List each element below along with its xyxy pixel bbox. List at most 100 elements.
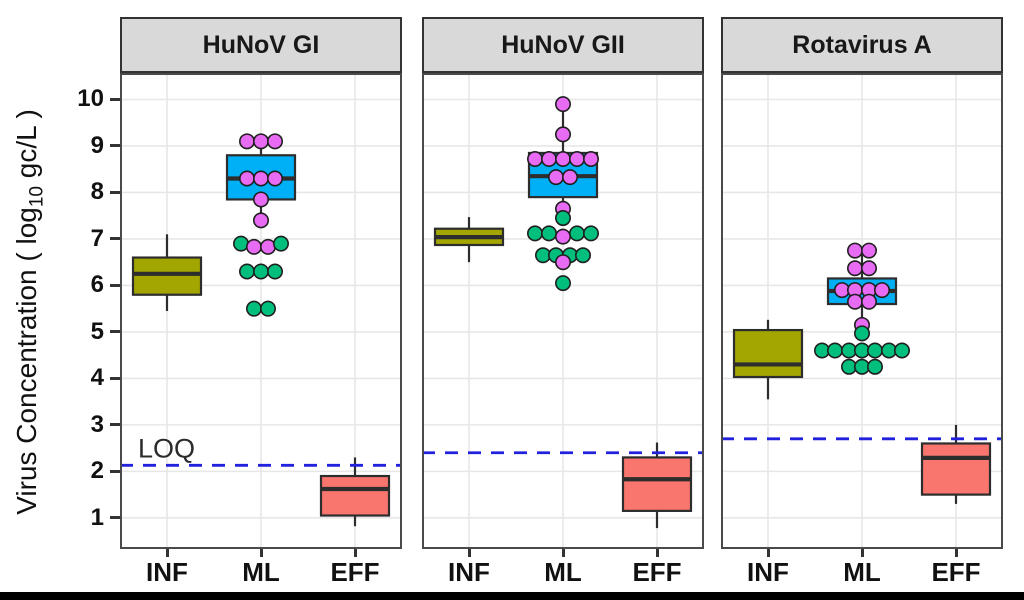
jitter-point-pink	[253, 170, 270, 187]
x-tick-mark	[655, 549, 659, 557]
jitter-point-pink	[861, 260, 878, 277]
jitter-point-green	[894, 342, 911, 359]
jitter-point-green	[233, 235, 250, 252]
x-tick-mark	[467, 549, 471, 557]
y-tick-mark	[110, 376, 120, 380]
y-tick-mark	[110, 330, 120, 334]
jitter-point-green	[239, 263, 256, 280]
jitter-point-green	[260, 300, 277, 317]
facet-title: Rotavirus A	[792, 30, 932, 59]
jitter-point-green	[575, 247, 592, 264]
jitter-point-green	[569, 225, 586, 242]
jitter-point-pink	[569, 150, 586, 167]
jitter-point-pink	[847, 293, 864, 310]
box-eff	[920, 442, 992, 496]
jitter-point-pink	[239, 133, 256, 150]
x-category-label-eff: EFF	[931, 557, 981, 587]
jitter-point-pink	[267, 170, 284, 187]
y-tick-mark	[110, 97, 120, 101]
jitter-point-pink	[861, 242, 878, 259]
y-tick-mark	[110, 283, 120, 287]
x-tick-mark	[165, 549, 169, 557]
jitter-point-pink	[583, 150, 600, 167]
jitter-point-green	[583, 225, 600, 242]
y-tick-mark	[110, 516, 120, 520]
x-category-label-eff: EFF	[632, 557, 682, 587]
x-category-label-inf: INF	[146, 557, 188, 587]
jitter-point-pink	[548, 169, 565, 186]
facet-header: Rotavirus A	[721, 17, 1003, 73]
x-category-label-inf: INF	[747, 557, 789, 587]
box-eff	[621, 456, 693, 512]
y-axis-title-suffix: gc/L )	[11, 109, 42, 186]
y-tick-label: 3	[90, 410, 104, 438]
jitter-point-green	[867, 358, 884, 375]
jitter-point-pink	[267, 133, 284, 150]
facet-hunov-gi: HuNoV GI LOQ	[120, 17, 402, 549]
panel-border	[721, 73, 1003, 549]
jitter-point-pink	[541, 150, 558, 167]
jitter-point-pink	[527, 150, 544, 167]
x-category-label-eff: EFF	[330, 557, 380, 587]
y-tick-label: 10	[77, 85, 104, 113]
y-tick-label: 6	[90, 271, 104, 299]
jitter-point-pink	[555, 228, 572, 245]
y-tick-mark	[110, 190, 120, 194]
x-tick-mark	[353, 549, 357, 557]
jitter-point-pink	[253, 191, 270, 208]
jitter-point-pink	[562, 169, 579, 186]
x-tick-mark	[860, 549, 864, 557]
x-tick-mark	[766, 549, 770, 557]
x-category-label-ml: ML	[242, 557, 280, 587]
jitter-point-green	[273, 235, 290, 252]
jitter-point-pink	[874, 282, 891, 299]
panel-border	[120, 73, 402, 549]
jitter-point-pink	[847, 260, 864, 277]
y-axis-title-prefix: Virus Concentration ( log	[11, 207, 42, 515]
jitter-point-pink	[246, 238, 263, 255]
jitter-point-green	[867, 342, 884, 359]
y-tick-label: 1	[90, 503, 104, 531]
jitter-point-green	[246, 300, 263, 317]
y-tick-label: 8	[90, 178, 104, 206]
jitter-point-green	[827, 342, 844, 359]
x-category-label-ml: ML	[544, 557, 582, 587]
y-tick-mark	[110, 144, 120, 148]
y-tick-label: 9	[90, 131, 104, 159]
jitter-point-pink	[260, 238, 277, 255]
jitter-point-pink	[861, 293, 878, 310]
box-inf	[732, 328, 804, 379]
plot-panel	[721, 73, 1003, 549]
jitter-point-pink	[253, 133, 270, 150]
x-category-label-ml: ML	[843, 557, 881, 587]
y-tick-mark	[110, 469, 120, 473]
jitter-point-pink	[555, 126, 572, 143]
facet-title: HuNoV GII	[501, 30, 625, 59]
x-tick-mark	[259, 549, 263, 557]
y-tick-label: 5	[90, 317, 104, 345]
jitter-point-green	[854, 325, 871, 342]
x-tick-mark	[954, 549, 958, 557]
jitter-point-green	[267, 263, 284, 280]
facet-header: HuNoV GI	[120, 17, 402, 73]
panel-border	[422, 73, 704, 549]
jitter-point-pink	[253, 212, 270, 229]
jitter-point-green	[555, 210, 572, 227]
box-eff	[319, 474, 391, 517]
y-tick-label: 2	[90, 457, 104, 485]
box-inf	[131, 256, 203, 296]
y-tick-mark	[110, 423, 120, 427]
y-tick-label: 4	[90, 364, 104, 392]
jitter-point-pink	[555, 150, 572, 167]
x-category-label-inf: INF	[448, 557, 490, 587]
jitter-point-green	[555, 275, 572, 292]
jitter-point-pink	[847, 242, 864, 259]
jitter-point-green	[253, 263, 270, 280]
facet-rotavirus-a: Rotavirus A	[721, 17, 1003, 549]
plot-panel: LOQ	[120, 73, 402, 549]
jitter-point-green	[527, 225, 544, 242]
jitter-point-pink	[239, 170, 256, 187]
facet-hunov-gii: HuNoV GII	[422, 17, 704, 549]
facet-title: HuNoV GI	[202, 30, 320, 59]
bottom-border-bar	[0, 592, 1024, 600]
